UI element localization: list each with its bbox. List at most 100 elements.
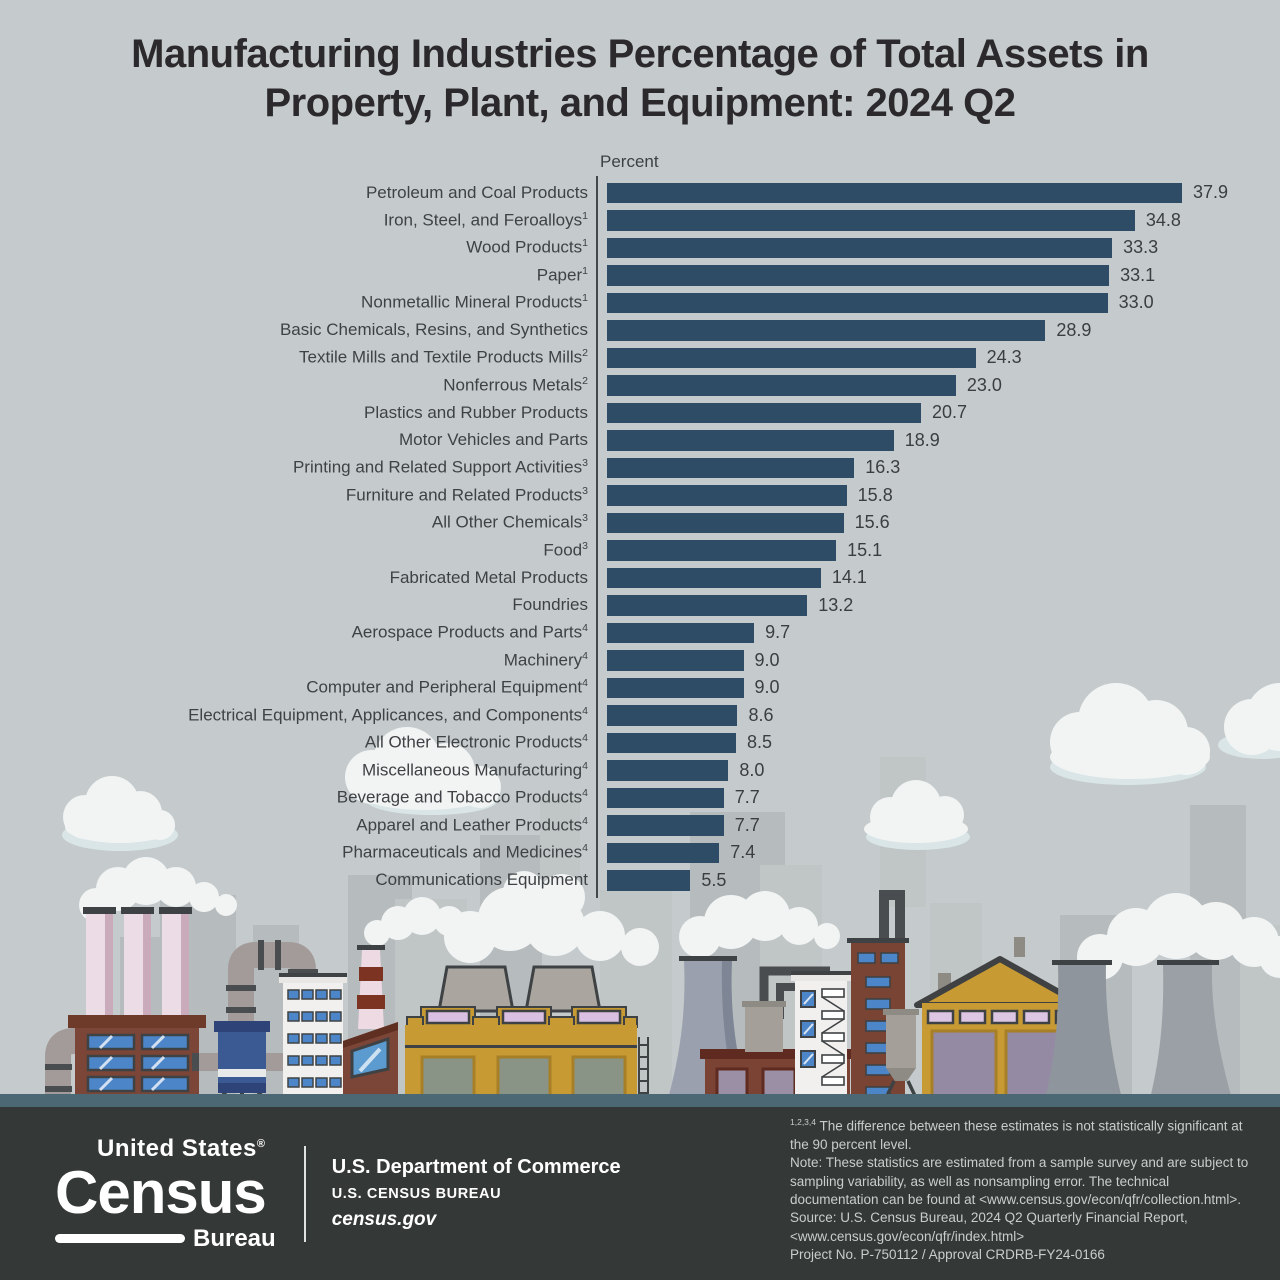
value-label: 14.1 (831, 567, 867, 588)
registered-mark: ® (256, 1137, 266, 1150)
category-label: Pharmaceuticals and Medicines4 (342, 842, 588, 863)
chart-row: Nonferrous Metals2 23.0 (0, 372, 1280, 400)
value-label: 33.3 (1123, 237, 1159, 258)
value-label: 16.3 (865, 457, 901, 478)
category-label: Miscellaneous Manufacturing4 (361, 759, 588, 780)
bar-track: 18.9 (598, 427, 1280, 455)
chart-row: All Other Chemicals3 15.6 (0, 509, 1280, 537)
bar (607, 650, 744, 671)
bar-track: 8.0 (598, 757, 1280, 785)
bar-chart: Petroleum and Coal Products 37.9 Iron, Ste… (0, 179, 1280, 894)
bar-track: 7.7 (598, 812, 1280, 840)
chart-row: Wood Products1 33.3 (0, 234, 1280, 262)
chart-row: Apparel and Leather Products4 7.7 (0, 812, 1280, 840)
value-label: 8.0 (739, 759, 765, 780)
value-label: 33.1 (1120, 264, 1156, 285)
category-label: Plastics and Rubber Products (364, 402, 588, 422)
chart-row: Fabricated Metal Products 14.1 (0, 564, 1280, 592)
value-label: 7.7 (734, 787, 760, 808)
category-label: Basic Chemicals, Resins, and Synthetics (279, 320, 588, 340)
category-label: Motor Vehicles and Parts (399, 430, 588, 450)
bar-track: 37.9 (598, 179, 1280, 207)
category-label: Machinery4 (503, 649, 588, 670)
value-label: 34.8 (1145, 209, 1181, 230)
value-label: 24.3 (986, 347, 1022, 368)
footnote-superscripts: 1,2,3,4 (790, 1117, 816, 1127)
chart-row: Paper1 33.1 (0, 262, 1280, 290)
category-label: Iron, Steel, and Feroalloys1 (383, 209, 588, 230)
chart-row: Furniture and Related Products3 15.8 (0, 482, 1280, 510)
logo-bureau: Bureau (193, 1224, 276, 1252)
bar-track: 7.4 (598, 839, 1280, 867)
category-label: Apparel and Leather Products4 (356, 814, 588, 835)
chart-row: Plastics and Rubber Products 20.7 (0, 399, 1280, 427)
chart-row: Miscellaneous Manufacturing4 8.0 (0, 757, 1280, 785)
logo-underline-bar (55, 1234, 185, 1243)
bar (607, 182, 1182, 203)
bar-track: 8.5 (598, 729, 1280, 757)
category-label: Furniture and Related Products3 (345, 484, 588, 505)
value-label: 5.5 (701, 869, 727, 890)
bar-track: 13.2 (598, 592, 1280, 620)
chart-row: Computer and Peripheral Equipment4 9.0 (0, 674, 1280, 702)
chart-row: Pharmaceuticals and Medicines4 7.4 (0, 839, 1280, 867)
value-label: 33.0 (1118, 292, 1154, 313)
bar (607, 622, 755, 643)
category-label: Wood Products1 (466, 237, 588, 258)
bar-track: 24.3 (598, 344, 1280, 372)
category-label: Nonferrous Metals2 (443, 374, 588, 395)
bar-track: 20.7 (598, 399, 1280, 427)
bar-track: 9.7 (598, 619, 1280, 647)
category-label: Food3 (543, 539, 588, 560)
value-label: 7.7 (734, 814, 760, 835)
chart-row: Printing and Related Support Activities3… (0, 454, 1280, 482)
census-bureau-label: U.S. CENSUS BUREAU (331, 1186, 502, 1202)
category-label: Aerospace Products and Parts4 (351, 622, 588, 643)
page-title-line1: Manufacturing Industries Percentage of T… (131, 32, 1149, 76)
bar-track: 34.8 (598, 207, 1280, 235)
value-label: 20.7 (932, 402, 968, 423)
axis-caption: Percent (600, 152, 659, 171)
bar (607, 485, 847, 506)
footnotes: 1,2,3,4 The difference between these est… (790, 1117, 1256, 1264)
category-label: Communications Equipment (375, 870, 588, 890)
category-label: Foundries (512, 595, 588, 615)
footer-divider (303, 1145, 306, 1242)
footnote-project: Project No. P-750112 / Approval CRDRB-FY… (790, 1247, 1105, 1263)
bar-track: 28.9 (598, 317, 1280, 345)
chart-row: Aerospace Products and Parts4 9.7 (0, 619, 1280, 647)
axis-line (596, 176, 598, 898)
bar (607, 320, 1046, 341)
bar-track: 33.1 (598, 262, 1280, 290)
value-label: 9.0 (754, 677, 780, 698)
bar (607, 265, 1110, 286)
chart-row: Basic Chemicals, Resins, and Synthetics 2… (0, 317, 1280, 345)
bar (607, 210, 1135, 231)
category-label: Nonmetallic Mineral Products1 (361, 292, 588, 313)
logo-united-states: United States® (97, 1134, 266, 1162)
bar-track: 33.3 (598, 234, 1280, 262)
bar (607, 430, 894, 451)
category-label: Beverage and Tobacco Products4 (336, 787, 588, 808)
bar (607, 705, 738, 726)
category-label: Fabricated Metal Products (389, 567, 588, 587)
value-label: 8.5 (746, 732, 772, 753)
bar (607, 237, 1113, 258)
bar (607, 512, 844, 533)
chart-row: Motor Vehicles and Parts 18.9 (0, 427, 1280, 455)
chart-row: Nonmetallic Mineral Products1 33.0 (0, 289, 1280, 317)
value-label: 18.9 (904, 429, 940, 450)
department-of-commerce-label: U.S. Department of Commerce (331, 1156, 621, 1178)
value-label: 7.4 (730, 842, 756, 863)
census-gov-link[interactable]: census.gov (331, 1209, 437, 1230)
bar (607, 292, 1108, 313)
bar-track: 16.3 (598, 454, 1280, 482)
factory-illustration (0, 683, 1280, 1107)
chart-row: Petroleum and Coal Products 37.9 (0, 179, 1280, 207)
page-title: Manufacturing Industries Percentage of T… (0, 30, 1280, 128)
value-label: 9.7 (765, 622, 791, 643)
bar-track: 8.6 (598, 702, 1280, 730)
category-label: All Other Electronic Products4 (364, 732, 588, 753)
chart-row: Foundries 13.2 (0, 592, 1280, 620)
footer: United States® Census Bureau U.S. Depart… (0, 1107, 1280, 1280)
